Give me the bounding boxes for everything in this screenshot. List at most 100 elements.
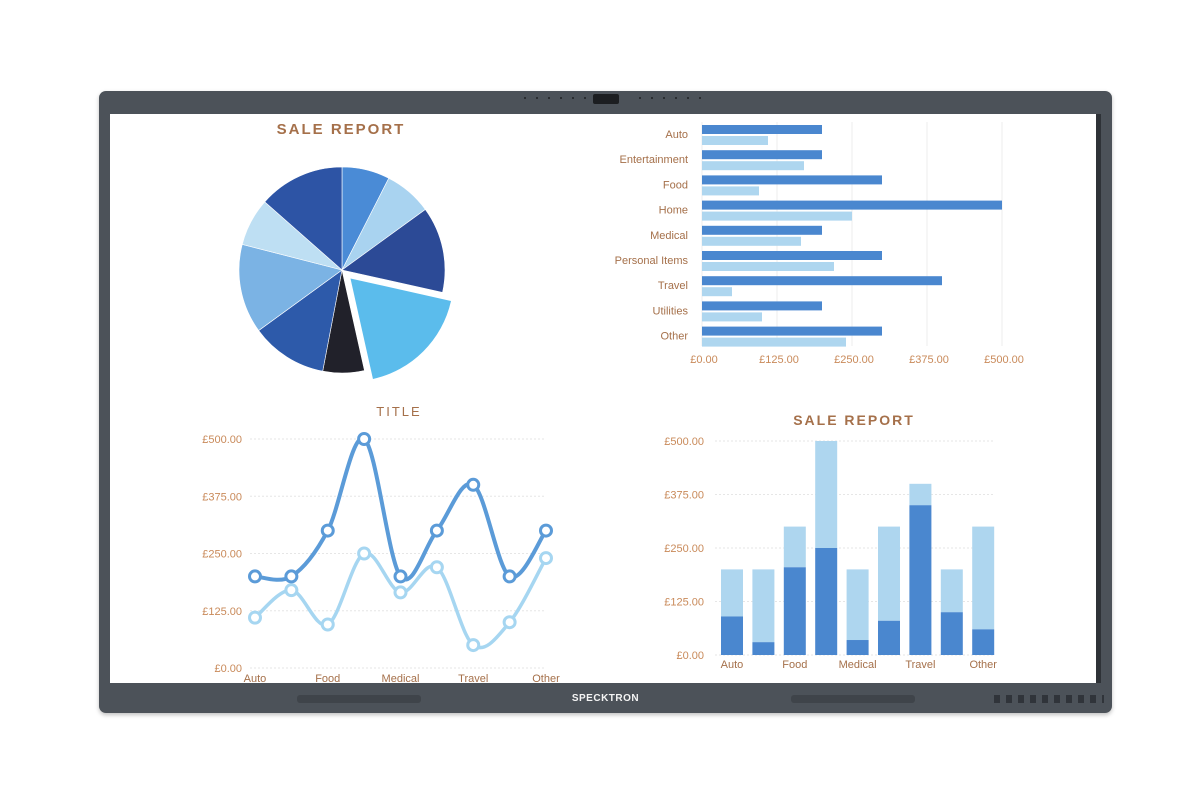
line-series-1	[253, 436, 548, 582]
line-point-series-2	[248, 610, 262, 625]
sensor-dots-right	[639, 97, 709, 99]
column-bar-series-2	[909, 483, 932, 506]
hbar-bar-series-2	[702, 337, 846, 347]
hbar-bar-series-1	[702, 150, 822, 160]
column-bar-series-1	[940, 612, 963, 655]
pie-slice	[238, 244, 343, 331]
brand-logo: SPECKTRON	[571, 693, 640, 704]
pie-chart: SALE REPORT	[238, 121, 452, 380]
hbar-category-label: Auto	[665, 129, 688, 141]
hbar-bar-series-2	[702, 186, 759, 196]
display-screen: SALE REPORT Auto Entertainment Food Home Med…	[110, 114, 1096, 683]
line-point-series-2	[393, 585, 408, 600]
column-category-label: Food	[782, 659, 807, 671]
display-bottom-bar: SPECKTRON	[99, 683, 1112, 713]
line-category-label: Medical	[382, 673, 420, 683]
sensor-dots-left	[524, 97, 594, 99]
pie-slice	[264, 166, 343, 271]
line-point-series-1	[284, 569, 299, 584]
hbar-bar-series-2	[702, 161, 804, 171]
hbar-bar-series-2	[702, 236, 801, 246]
column-tick-label: £250.00	[664, 543, 704, 555]
column-bar-series-1	[909, 505, 932, 655]
column-bar-series-2	[940, 569, 963, 613]
hbar-bar-series-1	[702, 326, 882, 336]
speaker-grille-right	[791, 695, 915, 703]
line-point-series-1	[248, 569, 262, 584]
column-category-label: Travel	[905, 659, 935, 671]
speaker-grille-left	[297, 695, 421, 703]
line-point-series-1	[393, 569, 408, 584]
hbar-category-label: Other	[660, 331, 688, 343]
column-bar-series-1	[878, 620, 900, 655]
line-point-series-1	[357, 432, 372, 446]
front-ports[interactable]	[994, 695, 1104, 703]
line-chart-title: TITLE	[376, 404, 421, 419]
line-chart: TITLE £0.00£125.00£250.00£375.00£500.00 …	[202, 404, 560, 683]
hbar-tick-label: £125.00	[759, 354, 799, 366]
line-tick-label: £500.00	[202, 434, 242, 446]
line-point-series-2	[466, 638, 481, 653]
column-category-label: Medical	[839, 659, 877, 671]
column-bar-series-1	[846, 640, 869, 655]
column-bar-series-2	[815, 441, 838, 548]
line-tick-label: £125.00	[202, 606, 242, 618]
dashboard-canvas: SALE REPORT Auto Entertainment Food Home Med…	[202, 121, 1024, 683]
line-point-series-1	[539, 523, 553, 538]
horizontal-bar-chart: Auto Entertainment Food Home Medical Personal…	[615, 122, 1024, 366]
line-tick-label: £0.00	[214, 663, 242, 675]
line-point-series-1	[429, 523, 444, 538]
column-bar-series-1	[815, 548, 838, 655]
hbar-tick-label: £500.00	[984, 354, 1024, 366]
hbar-tick-label: £375.00	[909, 354, 949, 366]
hbar-category-label: Medical	[650, 230, 688, 242]
column-bar-series-2	[878, 526, 900, 621]
column-bar-series-1	[721, 616, 743, 655]
hbar-bar-series-2	[702, 211, 852, 221]
hbar-bar-series-2	[702, 287, 732, 297]
column-bar-series-2	[752, 569, 775, 643]
hbar-bar-series-1	[702, 175, 882, 185]
line-category-label: Other	[532, 673, 560, 683]
hbar-bar-series-1	[702, 125, 822, 134]
hbar-bar-series-1	[702, 301, 822, 311]
stacked-column-chart: SALE REPORT £0.00 £125.00 £250.00 £375.00 £5…	[664, 412, 997, 671]
screen-edge	[1096, 114, 1101, 683]
line-category-label: Auto	[244, 673, 267, 683]
hbar-tick-label: £250.00	[834, 354, 874, 366]
hbar-bar-series-1	[702, 225, 822, 235]
column-category-label: Auto	[721, 659, 744, 671]
line-category-label: Food	[315, 673, 340, 683]
line-category-label: Travel	[458, 673, 488, 683]
hbar-category-label: Food	[663, 179, 688, 191]
hbar-category-label: Travel	[658, 280, 688, 292]
line-tick-label: £250.00	[202, 549, 242, 561]
column-bar-series-1	[752, 642, 775, 655]
column-bar-series-2	[721, 569, 743, 617]
line-point-series-1	[320, 523, 335, 538]
column-tick-label: £375.00	[664, 490, 704, 502]
hbar-bar-series-1	[702, 276, 942, 286]
pie-slice	[258, 269, 343, 372]
column-bar-series-1	[783, 567, 806, 655]
column-bar-series-2	[846, 569, 869, 641]
camera-icon	[593, 94, 619, 104]
line-point-series-2	[320, 617, 335, 632]
line-point-series-2	[429, 560, 444, 575]
column-bar-series-2	[783, 526, 806, 568]
hbar-category-label: Home	[659, 205, 688, 217]
hbar-category-label: Entertainment	[620, 154, 688, 166]
line-point-series-2	[284, 583, 299, 598]
line-gridlines	[250, 438, 546, 669]
line-point-series-1	[466, 477, 481, 492]
line-tick-label: £375.00	[202, 491, 242, 503]
column-bar-series-2	[972, 526, 995, 630]
column-category-label: Other	[969, 659, 997, 671]
column-tick-label: £125.00	[664, 597, 704, 609]
hbar-bar-series-2	[702, 262, 834, 271]
column-tick-label: £0.00	[676, 650, 704, 662]
line-point-series-2	[502, 615, 517, 630]
column-chart-title: SALE REPORT	[793, 412, 915, 428]
hbar-category-label: Personal Items	[615, 255, 689, 267]
column-tick-label: £500.00	[664, 436, 704, 448]
